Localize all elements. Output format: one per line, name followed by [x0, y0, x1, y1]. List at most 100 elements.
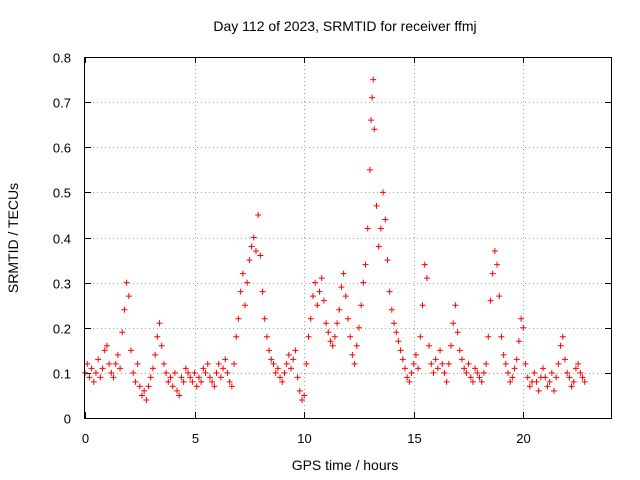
data-point	[561, 356, 568, 363]
data-point	[202, 369, 209, 376]
data-point	[417, 333, 424, 340]
data-point	[119, 329, 126, 336]
data-point	[399, 356, 406, 363]
data-point	[480, 369, 487, 376]
data-point	[239, 270, 246, 277]
data-point	[209, 378, 216, 385]
data-point	[143, 396, 150, 403]
data-point	[152, 351, 159, 358]
data-point	[358, 302, 365, 309]
y-tick-label: 0.4	[53, 232, 71, 247]
data-point	[138, 392, 145, 399]
data-point	[145, 383, 152, 390]
data-point	[443, 378, 450, 385]
data-point	[360, 279, 367, 286]
data-point	[452, 302, 459, 309]
data-point	[160, 360, 167, 367]
data-point	[200, 365, 207, 372]
data-point	[327, 338, 334, 345]
data-point	[551, 387, 558, 394]
data-point	[421, 261, 428, 268]
data-point	[439, 360, 446, 367]
data-point	[213, 369, 220, 376]
data-point	[364, 225, 371, 232]
data-point	[92, 369, 99, 376]
data-point	[134, 360, 141, 367]
y-tick-label: 0.7	[53, 96, 71, 111]
data-point	[366, 166, 373, 173]
data-point	[112, 360, 119, 367]
data-point	[393, 329, 400, 336]
data-point	[535, 387, 542, 394]
data-point	[568, 383, 575, 390]
x-tick-label: 0	[82, 431, 89, 446]
data-point	[86, 374, 93, 381]
data-point	[369, 94, 376, 101]
data-point	[272, 369, 279, 376]
data-point	[270, 360, 277, 367]
data-point	[507, 378, 514, 385]
x-axis: 0 5 10 15 20	[82, 57, 531, 446]
data-point	[570, 378, 577, 385]
data-point	[156, 320, 163, 327]
data-point	[445, 360, 452, 367]
data-point	[241, 302, 248, 309]
data-point	[384, 257, 391, 264]
data-point	[406, 378, 413, 385]
data-point	[290, 356, 297, 363]
data-point	[114, 351, 121, 358]
data-point	[231, 360, 238, 367]
data-point	[515, 338, 522, 345]
data-point	[345, 315, 351, 322]
data-point	[305, 333, 312, 340]
data-point	[257, 252, 264, 259]
data-point	[526, 383, 533, 390]
data-point	[307, 315, 314, 322]
data-point	[349, 351, 356, 358]
data-point	[522, 360, 529, 367]
data-point	[279, 378, 286, 385]
data-point	[233, 333, 240, 340]
data-point	[371, 126, 378, 133]
data-point	[478, 378, 485, 385]
data-point	[546, 378, 553, 385]
data-point	[266, 347, 273, 354]
data-point	[101, 347, 108, 354]
data-point	[283, 360, 290, 367]
data-point	[90, 378, 97, 385]
data-point	[121, 306, 128, 313]
data-point	[489, 270, 496, 277]
data-point	[217, 374, 224, 381]
data-point	[141, 387, 148, 394]
data-point	[434, 365, 441, 372]
data-point	[386, 288, 393, 295]
data-point	[474, 369, 481, 376]
data-point	[215, 360, 222, 367]
data-point	[312, 279, 319, 286]
data-point	[338, 284, 345, 291]
data-point	[469, 378, 476, 385]
data-point	[259, 288, 266, 295]
data-point	[531, 369, 538, 376]
data-point	[559, 333, 566, 340]
data-point	[95, 356, 102, 363]
data-point	[432, 356, 439, 363]
data-point	[163, 369, 170, 376]
data-point	[182, 365, 189, 372]
data-point	[178, 374, 185, 381]
data-point	[504, 369, 511, 376]
data-point	[180, 378, 187, 385]
data-point	[533, 378, 540, 385]
data-point	[391, 320, 398, 327]
data-point	[395, 338, 402, 345]
data-point	[292, 347, 299, 354]
data-point	[169, 383, 176, 390]
data-point	[103, 342, 110, 349]
grid	[85, 57, 611, 418]
data-point	[557, 342, 564, 349]
data-point	[540, 365, 547, 372]
data-point	[498, 333, 505, 340]
data-point	[419, 302, 426, 309]
data-point	[193, 383, 200, 390]
